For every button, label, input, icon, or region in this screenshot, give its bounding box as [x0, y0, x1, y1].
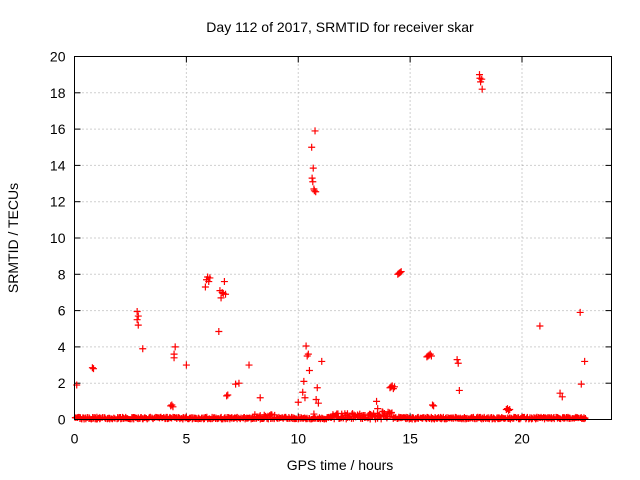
data-point: [476, 74, 484, 82]
data-point: [309, 178, 317, 186]
data-point: [576, 308, 584, 316]
data-points: [71, 71, 589, 423]
data-point: [301, 394, 309, 402]
x-tick-label: 20: [514, 431, 530, 447]
x-tick-labels: 0 5 10 15 20: [71, 431, 530, 447]
data-point: [312, 188, 320, 196]
plot-frame: [74, 56, 612, 420]
data-point: [314, 399, 322, 407]
data-point: [139, 345, 147, 353]
data-point: [505, 406, 513, 414]
data-point: [311, 127, 319, 135]
y-tick-label: 16: [50, 121, 66, 137]
data-point: [170, 350, 178, 358]
data-point: [318, 357, 326, 365]
data-point: [313, 384, 321, 392]
data-point: [133, 316, 141, 324]
data-point: [387, 413, 394, 420]
x-tick-label: 5: [182, 431, 190, 447]
data-point: [182, 361, 190, 369]
data-point: [396, 268, 404, 276]
data-point: [312, 396, 320, 404]
x-tick-label: 10: [290, 431, 306, 447]
data-point: [224, 391, 232, 399]
data-point: [168, 401, 176, 409]
data-point: [169, 403, 177, 411]
data-point: [454, 359, 462, 367]
data-point: [308, 174, 316, 182]
y-tick-labels: 0 2 4 6 8 10 12 14 16 18 20: [50, 49, 66, 428]
data-point: [373, 397, 381, 405]
data-point: [134, 321, 142, 329]
data-point: [302, 342, 310, 350]
data-point: [237, 415, 244, 422]
data-point: [235, 379, 243, 387]
data-point: [133, 308, 141, 316]
data-point: [245, 361, 253, 369]
data-point: [220, 278, 228, 286]
data-point: [397, 268, 405, 276]
data-point: [171, 343, 179, 351]
y-tick-label: 10: [50, 230, 66, 246]
y-tick-label: 12: [50, 194, 66, 210]
data-point: [303, 352, 311, 360]
data-point: [506, 406, 514, 414]
data-point: [215, 327, 223, 335]
data-point: [374, 405, 382, 413]
x-axis-title: GPS time / hours: [287, 457, 394, 473]
data-point: [430, 402, 438, 410]
data-point: [90, 365, 98, 373]
data-point: [581, 357, 589, 365]
data-point: [205, 278, 213, 286]
data-point: [536, 322, 544, 330]
data-point: [344, 410, 351, 417]
data-point: [201, 283, 209, 291]
data-point: [558, 393, 566, 401]
data-point: [299, 388, 307, 396]
data-point: [304, 350, 312, 358]
y-tick-label: 20: [50, 49, 66, 65]
x-tick-label: 0: [71, 431, 79, 447]
data-point: [427, 352, 435, 360]
y-tick-label: 18: [50, 85, 66, 101]
data-point: [294, 398, 302, 406]
data-point: [232, 380, 240, 388]
data-point: [309, 164, 317, 172]
data-point: [206, 274, 214, 282]
data-point: [429, 401, 436, 409]
data-point: [88, 364, 96, 372]
data-point: [556, 389, 564, 397]
data-point: [223, 392, 231, 400]
x-tick-label: 15: [402, 431, 418, 447]
data-point: [390, 383, 398, 391]
data-point: [217, 294, 225, 302]
data-point: [453, 356, 461, 364]
grid-lines: [74, 56, 612, 420]
data-point: [577, 380, 585, 388]
data-point: [134, 312, 142, 320]
y-tick-label: 8: [58, 266, 66, 282]
y-tick-label: 14: [50, 157, 66, 173]
data-point: [455, 386, 463, 394]
chart-title: Day 112 of 2017, SRMTID for receiver ska…: [206, 19, 474, 35]
y-tick-label: 0: [58, 412, 66, 428]
y-tick-label: 2: [58, 375, 66, 391]
data-point: [478, 75, 486, 83]
y-tick-label: 4: [58, 339, 66, 355]
y-axis-title: SRMTID / TECUs: [5, 183, 21, 293]
data-point: [305, 366, 313, 374]
data-point: [388, 410, 395, 417]
data-point: [310, 187, 318, 195]
data-point: [478, 85, 486, 93]
data-point: [310, 410, 318, 418]
y-tick-label: 6: [58, 303, 66, 319]
data-point: [256, 394, 264, 402]
data-point: [222, 290, 230, 298]
data-point: [300, 377, 308, 385]
data-point: [308, 143, 316, 151]
